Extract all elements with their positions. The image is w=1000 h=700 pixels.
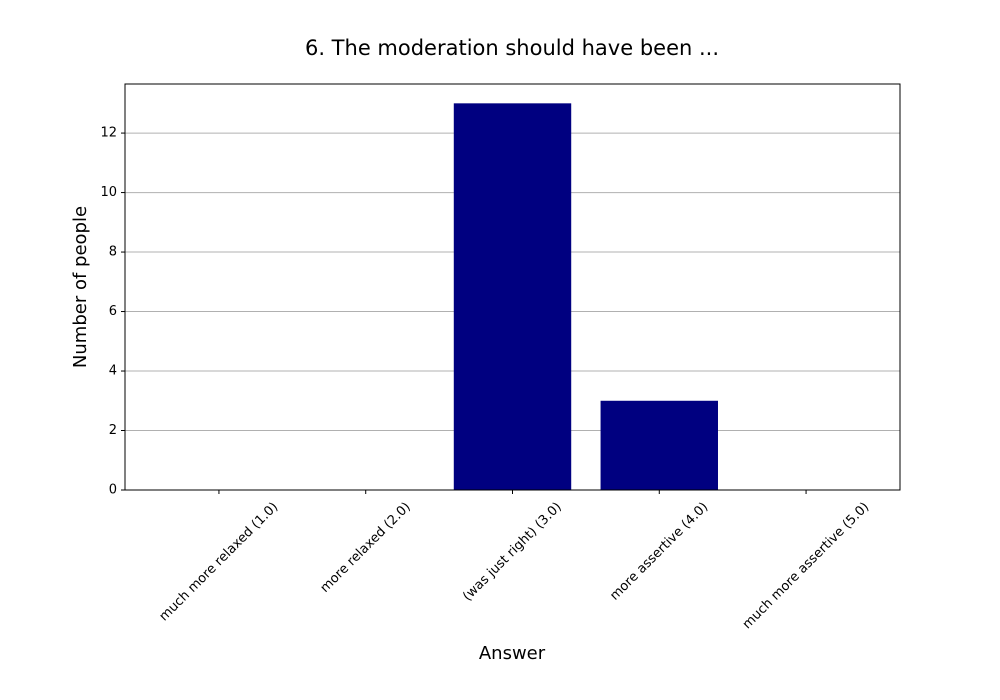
bar bbox=[453, 103, 572, 490]
y-tick-label: 4 bbox=[109, 364, 117, 379]
y-tick-label: 12 bbox=[100, 126, 117, 141]
y-tick-label: 6 bbox=[109, 304, 117, 319]
x-axis-label: Answer bbox=[479, 643, 546, 664]
chart-title: 6. The moderation should have been ... bbox=[305, 36, 719, 60]
y-axis-label: Number of people bbox=[70, 206, 91, 368]
y-tick-label: 10 bbox=[100, 185, 117, 200]
y-tick-label: 2 bbox=[109, 423, 117, 438]
bar bbox=[600, 400, 718, 490]
y-tick-label: 0 bbox=[109, 483, 117, 498]
y-tick-label: 8 bbox=[109, 245, 117, 260]
plot-frame bbox=[124, 83, 901, 491]
